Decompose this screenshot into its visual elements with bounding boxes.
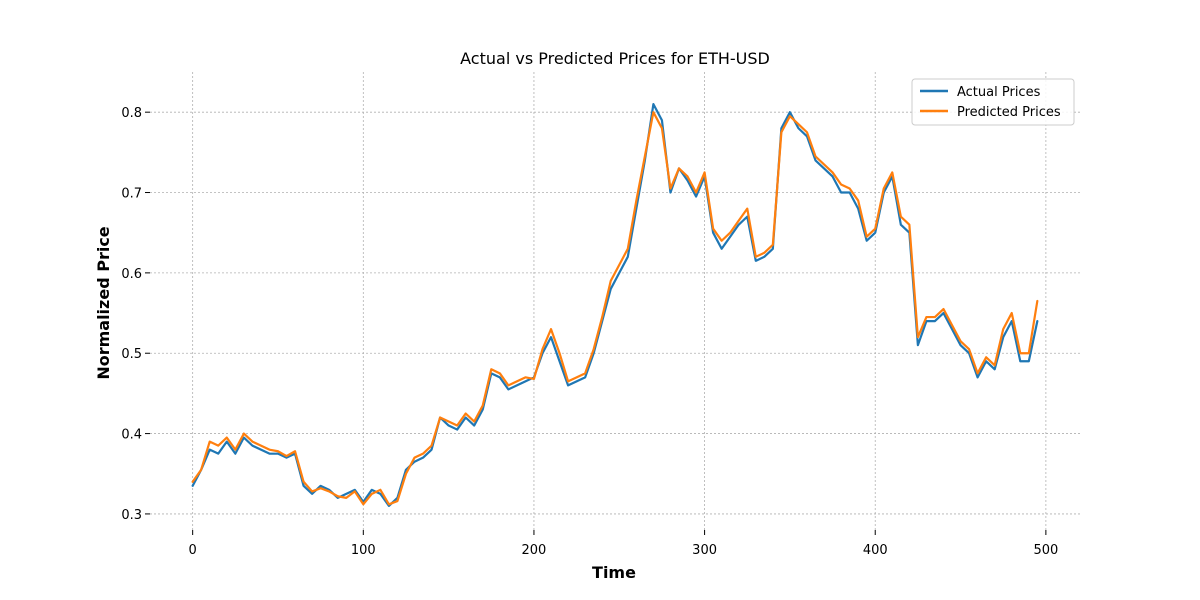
- x-tick-label: 100: [351, 543, 376, 558]
- y-tick-label: 0.7: [121, 187, 142, 202]
- y-tick-label: 0.4: [121, 428, 142, 443]
- y-tick-label: 0.3: [121, 508, 142, 523]
- series-line-actual: [191, 103, 1039, 507]
- legend: Actual Prices Predicted Prices: [911, 78, 1075, 126]
- x-tick-label: 0: [189, 543, 197, 558]
- y-axis-label: Normalized Price: [94, 226, 113, 379]
- x-tick-label: 300: [692, 543, 717, 558]
- legend-label-predicted: Predicted Prices: [957, 105, 1061, 120]
- y-tick-label: 0.8: [121, 106, 142, 121]
- y-tick-label: 0.6: [121, 267, 142, 282]
- x-tick-label: 200: [522, 543, 547, 558]
- grid: [150, 72, 1080, 530]
- ticks: 0 100 200 300 400 500 0.3 0.4 0.5 0.6 0.7 0.8: [121, 106, 1058, 558]
- y-tick-label: 0.5: [121, 347, 142, 362]
- x-tick-label: 400: [863, 543, 888, 558]
- legend-label-actual: Actual Prices: [957, 85, 1041, 100]
- x-axis-label: Time: [592, 563, 636, 582]
- legend-frame: [911, 78, 1075, 126]
- chart-title: Actual vs Predicted Prices for ETH-USD: [460, 49, 770, 68]
- series-lines: [191, 103, 1039, 507]
- series-line-predicted: [191, 111, 1039, 506]
- x-tick-label: 500: [1033, 543, 1058, 558]
